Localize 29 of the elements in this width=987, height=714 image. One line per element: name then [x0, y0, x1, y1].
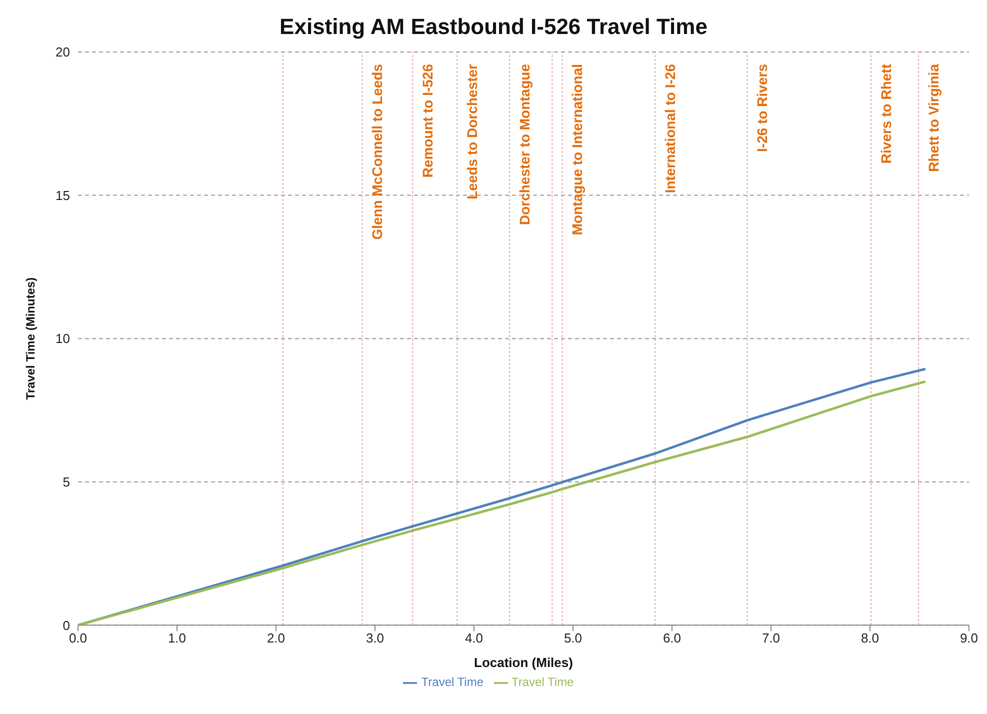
y-tick-label: 15 [56, 188, 70, 203]
x-tick-label: 9.0 [960, 630, 978, 646]
x-tick-label: 4.0 [464, 630, 484, 646]
ref-line-label: Glenn McConnell to Leeds [369, 64, 386, 240]
x-tick-label: 8.0 [860, 630, 880, 646]
chart-title: Existing AM Eastbound I-526 Travel Time [278, 13, 708, 40]
x-tick-label: 5.0 [564, 630, 582, 646]
x-tick-label: 0.0 [68, 630, 88, 646]
y-tick-label: 20 [56, 44, 70, 60]
ref-line-label: Rivers to Rhett [878, 64, 894, 164]
y-tick-label: 10 [56, 331, 70, 346]
ref-line-label: Leeds to Dorchester [464, 63, 480, 200]
y-tick-label: 5 [62, 474, 70, 490]
legend-label: Travel Time [421, 675, 484, 690]
x-tick-label: 2.0 [266, 630, 286, 646]
ref-line-label: Rhett to Virginia [926, 64, 942, 172]
legend-label: Travel Time [512, 675, 574, 690]
ref-line-label: Montague to International [569, 64, 586, 236]
x-tick-label: 7.0 [762, 630, 780, 646]
y-axis-title: Travel Time (Minutes) [23, 277, 38, 400]
x-tick-label: 1.0 [168, 630, 186, 646]
ref-line-label: International to I-26 [662, 64, 678, 194]
y-tick-label: 0 [62, 618, 70, 633]
ref-line-label: I-26 to Rivers [754, 64, 770, 152]
x-axis-title: Location (Miles) [474, 655, 573, 670]
ref-line-label: Remount to I-526 [420, 64, 436, 178]
x-tick-label: 6.0 [662, 630, 682, 646]
ref-line-label: Dorchester to Montague [516, 64, 533, 226]
x-tick-label: 3.0 [366, 630, 384, 646]
